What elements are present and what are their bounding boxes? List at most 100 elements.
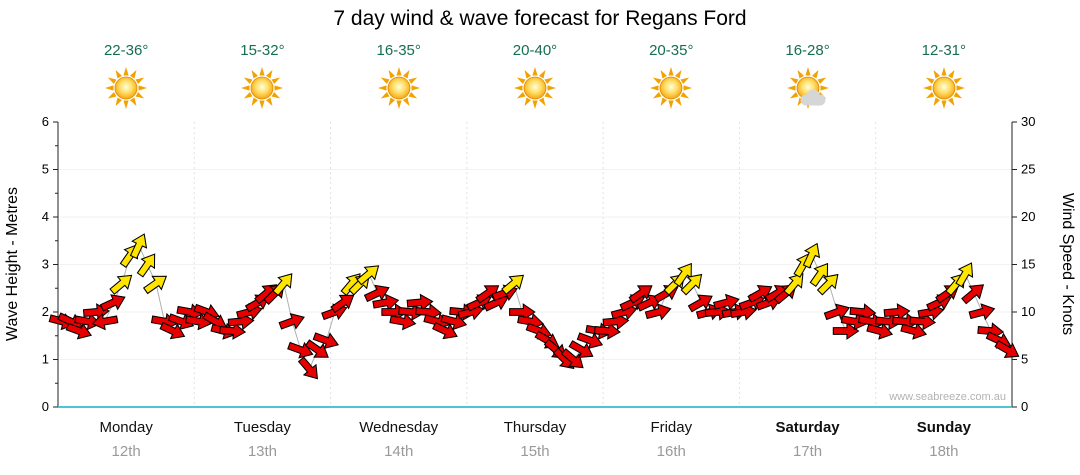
wind-arrow <box>816 273 839 296</box>
wind-arrow <box>159 321 186 340</box>
wind-arrow <box>312 332 340 350</box>
wind-arrow <box>278 312 305 330</box>
right-tick-label: 10 <box>1021 304 1035 319</box>
right-axis-title: Wind Speed - Knots <box>1059 193 1076 335</box>
left-tick-label: 4 <box>42 209 49 224</box>
partly-cloudy-icon <box>786 67 829 109</box>
page-title: 7 day wind & wave forecast for Regans Fo… <box>333 7 747 30</box>
wind-arrow <box>99 294 126 312</box>
wind-arrow <box>968 303 996 321</box>
wind-arrow <box>363 284 390 303</box>
wind-arrow <box>406 293 434 312</box>
wind-arrow <box>297 356 318 380</box>
wind-arrow <box>372 293 400 312</box>
day-date-monday: 12th <box>111 443 141 460</box>
chart-axes: 0 1 2 3 4 5 6 0 5 10 15 20 25 30 <box>42 114 1036 414</box>
wind-arrow <box>644 303 672 321</box>
right-tick-label: 25 <box>1021 162 1035 177</box>
left-tick-label: 3 <box>42 257 49 272</box>
sun-icon <box>241 67 284 109</box>
wind-arrow <box>389 312 417 331</box>
sun-icon <box>105 67 148 109</box>
right-tick-label: 5 <box>1021 352 1028 367</box>
day-date-wednesday: 14th <box>384 443 414 460</box>
wind-arrow <box>866 322 894 340</box>
wind-arrow <box>65 322 93 340</box>
wind-arrow <box>994 340 1020 358</box>
day-icon-wednesday <box>375 64 423 117</box>
wind-arrow <box>129 233 148 260</box>
day-temp-thursday: 20-40° <box>512 42 558 59</box>
day-temp-tuesday: 15-32° <box>240 42 285 59</box>
left-tick-label: 5 <box>42 162 49 177</box>
wind-arrow <box>832 322 860 340</box>
wind-arrow <box>501 274 525 295</box>
left-tick-label: 6 <box>42 114 49 129</box>
day-name-tuesday: Tuesday <box>233 419 291 436</box>
day-icon-saturday <box>784 64 832 117</box>
wind-arrow <box>568 340 594 358</box>
wind-arrow <box>560 348 584 369</box>
day-temp-sunday: 12-31° <box>921 42 967 59</box>
wind-arrow <box>415 303 442 321</box>
day-icon-friday <box>647 64 695 117</box>
wind-arrow <box>673 262 692 287</box>
wind-arrow <box>802 242 821 269</box>
day-date-friday: 16th <box>656 443 686 460</box>
wind-arrow <box>900 322 928 340</box>
day-icon-thursday <box>511 64 559 117</box>
day-temp-friday: 20-35° <box>649 42 694 59</box>
day-date-sunday: 18th <box>929 443 959 460</box>
day-name-sunday: Sunday <box>916 419 971 436</box>
wind-arrow <box>330 294 355 314</box>
right-tick-label: 15 <box>1021 257 1035 272</box>
wind-arrow <box>783 273 804 297</box>
right-tick-label: 30 <box>1021 114 1035 129</box>
left-axis-title: Wave Height - Metres <box>4 187 21 341</box>
wind-arrow <box>109 274 133 295</box>
day-date-saturday: 17th <box>792 443 823 460</box>
sun-icon <box>514 67 556 109</box>
wind-arrow <box>961 284 985 305</box>
wind-arrow <box>883 303 911 321</box>
chart-gridlines <box>58 122 1012 407</box>
day-icon-monday <box>102 64 150 117</box>
wind-arrow <box>304 339 329 358</box>
day-temp-wednesday: 16-35° <box>376 42 421 59</box>
day-name-thursday: Thursday <box>503 419 567 436</box>
day-date-tuesday: 13th <box>247 443 278 460</box>
wind-arrow <box>680 273 703 296</box>
day-name-saturday: Saturday <box>775 419 840 436</box>
left-tick-label: 0 <box>42 399 49 414</box>
right-tick-label: 0 <box>1021 399 1028 414</box>
wind-arrow <box>219 322 247 340</box>
wind-arrow <box>576 332 604 350</box>
wind-arrow <box>91 312 119 331</box>
left-tick-label: 2 <box>42 304 49 319</box>
day-temp-monday: 22-36° <box>103 42 149 59</box>
sun-icon <box>650 67 693 109</box>
wind-arrow <box>909 312 937 331</box>
left-tick-label: 1 <box>42 352 49 367</box>
right-tick-label: 20 <box>1021 209 1035 224</box>
wind-arrow <box>136 253 156 278</box>
cloud-shape <box>800 89 826 106</box>
wind-arrow <box>809 262 829 287</box>
day-name-friday: Friday <box>650 419 693 436</box>
day-icon-tuesday <box>238 64 286 117</box>
day-date-thursday: 15th <box>520 443 550 460</box>
wind-arrow <box>687 294 713 313</box>
wind-arrow <box>143 275 168 295</box>
wind-arrow <box>509 303 536 321</box>
wind-arrow <box>432 321 458 340</box>
watermark: www.seabreeze.com.au <box>888 391 1006 403</box>
wind-arrow <box>713 293 740 311</box>
day-icon-sunday <box>920 64 968 117</box>
day-name-wednesday: Wednesday <box>359 419 439 436</box>
sun-icon <box>377 67 420 109</box>
wind-arrow <box>628 285 653 304</box>
wind-arrows <box>48 233 1020 380</box>
wind-arrow <box>272 273 293 297</box>
wind-arrow <box>74 312 102 331</box>
